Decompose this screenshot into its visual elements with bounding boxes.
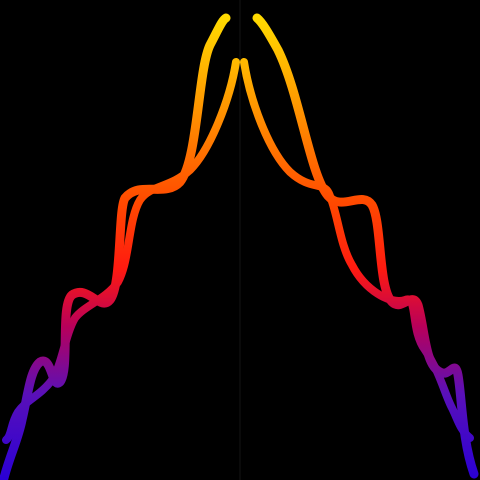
left-inner-ribbon: [2, 58, 240, 444]
left-outer-ribbon: [0, 13, 231, 480]
right-outer-ribbon: [252, 13, 479, 479]
right-inner-ribbon: [240, 58, 474, 442]
